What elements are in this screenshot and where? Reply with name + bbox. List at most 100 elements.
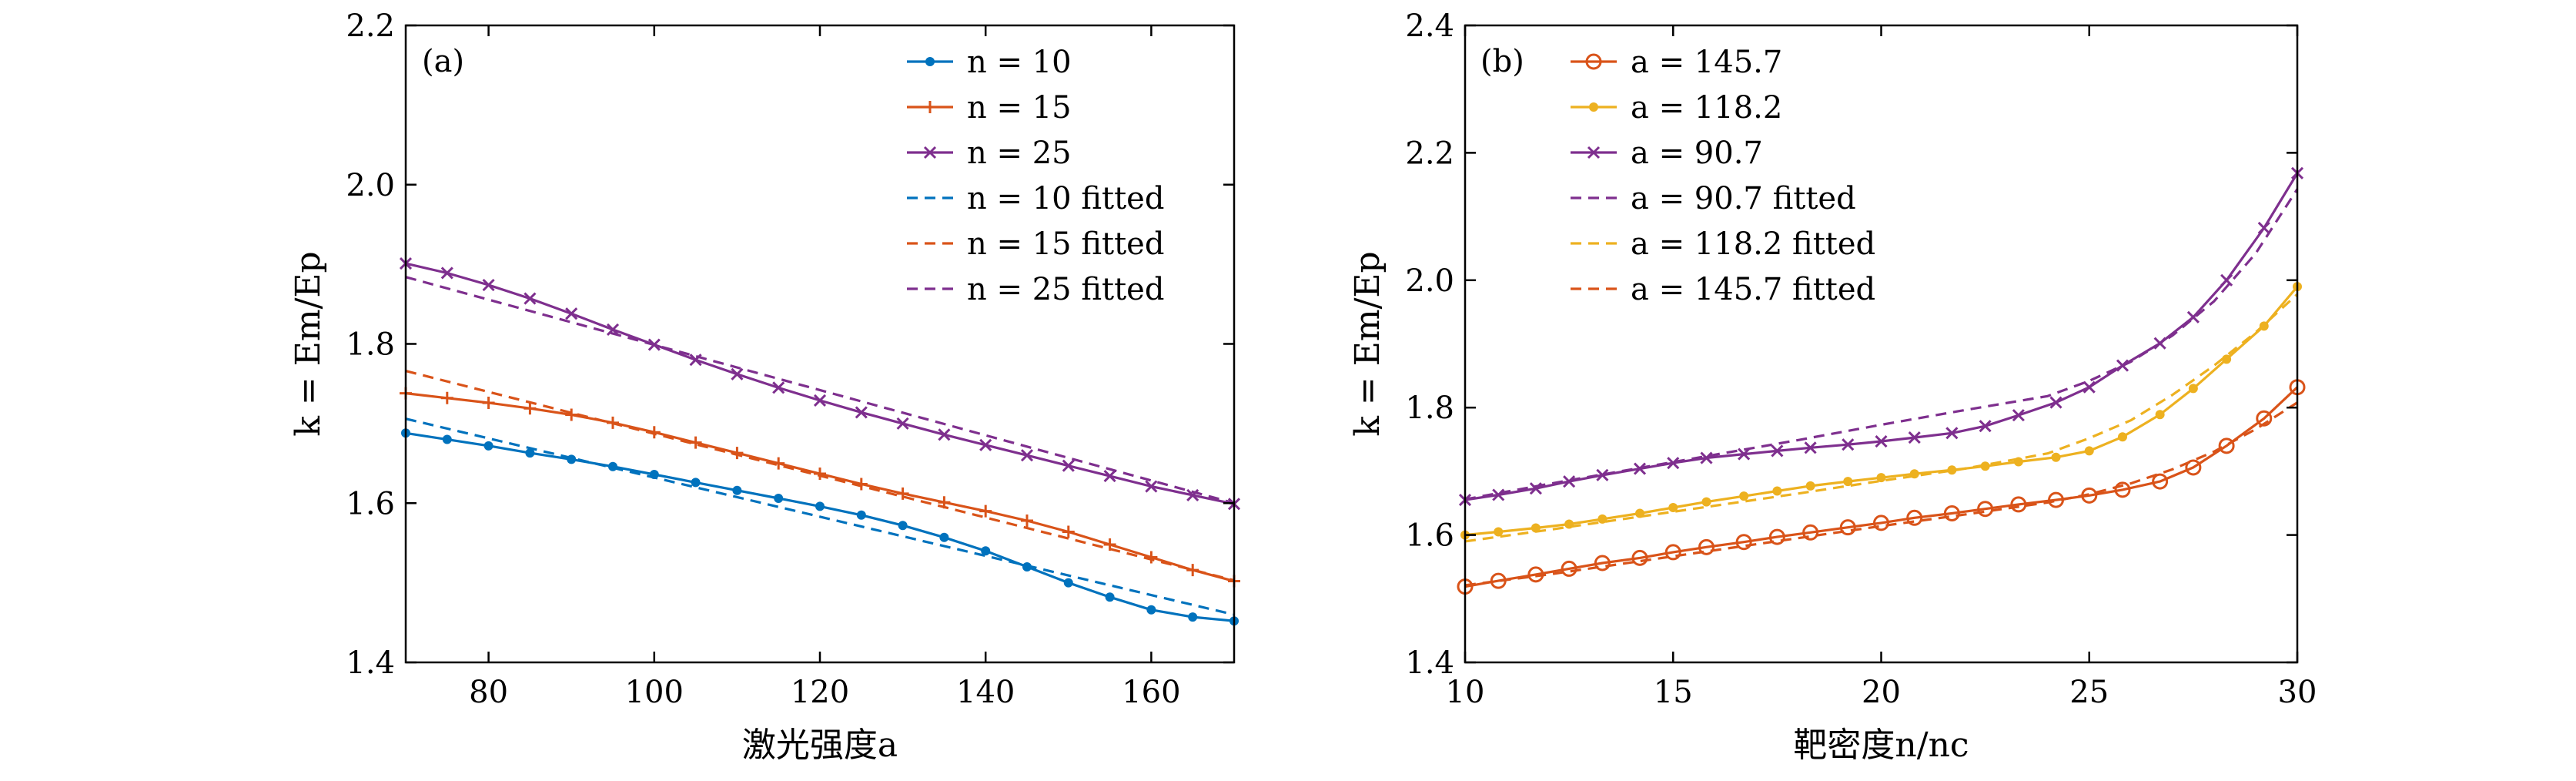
series-a-1-point	[565, 408, 578, 421]
series-a-0-point	[815, 501, 825, 511]
series-b-4-line	[1464, 293, 2299, 543]
series-b-2-point	[1842, 438, 1855, 451]
y-tick-label-a: 1.6	[346, 486, 395, 521]
legend-marker-b-0	[1585, 53, 1602, 70]
series-b-1-point	[1494, 527, 1504, 537]
x-tick-label-a: 100	[625, 675, 684, 710]
legend-label-a-2: n = 25	[967, 136, 1072, 171]
x-tick-label-a: 80	[469, 675, 508, 710]
series-b-1-line	[1464, 286, 2299, 537]
series-b-1-point	[1668, 503, 1678, 513]
series-b-0-point	[1698, 538, 1715, 555]
legend-label-b-1: a = 118.2	[1631, 90, 1782, 126]
series-a-1-point	[1021, 514, 1033, 527]
y-tick-label-b: 1.6	[1405, 518, 1454, 554]
series-b-0-line	[1464, 386, 2299, 588]
series-a-2-point	[1145, 480, 1158, 493]
series-a-2-point	[979, 438, 992, 451]
series-a-2-point	[1062, 459, 1075, 472]
series-b-2-point	[2257, 221, 2270, 235]
legend-label-a-0: n = 10	[967, 45, 1072, 80]
legend-label-a-1: n = 15	[967, 90, 1072, 126]
series-a-2-point	[606, 323, 620, 336]
series-a-5-line	[405, 276, 1235, 504]
series-b-2-point	[1979, 420, 1992, 433]
plot-frame-b	[1464, 24, 2299, 664]
legend-label-b-3: a = 90.7 fitted	[1631, 181, 1856, 216]
series-a-0-point	[856, 510, 866, 520]
x-tick-label-b: 10	[1446, 675, 1485, 710]
series-a-0-point	[525, 448, 535, 458]
series-a-1-point	[979, 504, 992, 518]
series-b-1-point	[1805, 481, 1815, 491]
series-a-2-point	[482, 278, 495, 292]
x-tick-label-b: 25	[2069, 675, 2109, 710]
series-b-1-point	[1772, 486, 1782, 496]
series-b-1-point	[1876, 473, 1886, 483]
series-a-0-point	[691, 478, 701, 488]
series-b-5-line	[1464, 401, 2298, 587]
series-b-0-point	[1977, 501, 1994, 518]
series-b-0-point	[1839, 519, 1856, 536]
series-a-2-point	[855, 406, 868, 419]
series-a-0-point	[981, 546, 991, 556]
legend-label-a-3: n = 10 fitted	[967, 181, 1164, 216]
series-b-1-point	[1947, 465, 1957, 475]
series-b-1-point	[1597, 514, 1607, 524]
series-b-2-point	[2083, 380, 2096, 394]
series-a-2-point	[731, 367, 744, 380]
series-a-2-point	[772, 381, 785, 394]
series-b-0-point	[1735, 534, 1752, 551]
series-a-1-point	[689, 436, 702, 449]
legend-a: n = 10 n = 15 n = 25 n = 10 fitted n = 15 fi…	[907, 45, 1164, 307]
legend-label-b-2: a = 90.7	[1631, 136, 1763, 171]
y-tick-label-a: 2.0	[346, 168, 395, 203]
series-a-1-line	[405, 392, 1235, 583]
legend-marker-a-1	[924, 101, 936, 113]
series-b-2-point	[2220, 273, 2233, 287]
x-tick-label-b: 20	[1862, 675, 1901, 710]
series-a-2-point	[938, 428, 951, 441]
series-b-2-point	[1492, 488, 1505, 501]
series-a-0-point	[774, 494, 784, 504]
series-b-0-point	[1631, 549, 1648, 566]
series-b-2-point	[1875, 434, 1888, 448]
legend-marker-b-2	[1587, 146, 1601, 159]
plot-frame-a	[404, 24, 1236, 664]
legend-label-b-0: a = 145.7	[1631, 45, 1782, 80]
y-axis-label-b: k = Em/Ep	[1348, 251, 1387, 436]
series-b-1-point	[2051, 452, 2061, 462]
series-b-0-point	[1768, 528, 1785, 545]
series-b-0-point	[2152, 473, 2169, 490]
legend-marker-b-1	[1589, 102, 1598, 112]
x-tick-label-a: 160	[1122, 675, 1180, 710]
series-b-0-point	[1943, 504, 1960, 521]
series-b-1-point	[2188, 384, 2198, 394]
series-b-0-point	[2010, 496, 2027, 513]
legend-label-a-5: n = 25 fitted	[967, 272, 1164, 307]
series-b-0-point	[1664, 544, 1681, 561]
series-b-1-point	[1980, 461, 1990, 471]
series-a-3-line	[405, 417, 1235, 616]
series-a-1-point	[896, 487, 909, 500]
legend-marker-a-0	[925, 57, 935, 66]
y-tick-label-b: 1.4	[1405, 645, 1454, 681]
series-b-0-point	[1802, 524, 1819, 541]
series-b-2-point	[1667, 457, 1680, 470]
series-a-0-point	[1146, 605, 1156, 615]
series-a-2-point	[813, 394, 827, 407]
legend-label-b-4: a = 118.2 fitted	[1631, 226, 1875, 262]
series-b-0-point	[1906, 509, 1923, 526]
x-tick-label-a: 120	[791, 675, 849, 710]
x-tick-label-b: 30	[2278, 675, 2317, 710]
series-b-1-point	[1739, 491, 1749, 501]
series-a-2-point	[524, 292, 537, 305]
series-a-1-point	[814, 468, 826, 481]
series-b-2-point	[2049, 396, 2062, 409]
y-tick-label-b: 2.2	[1405, 136, 1454, 171]
y-axis-label-a: k = Em/Ep	[289, 251, 328, 436]
legend-label-b-5: a = 145.7 fitted	[1631, 272, 1875, 307]
x-tick-label-a: 140	[956, 675, 1015, 710]
series-a-0-point	[898, 521, 908, 531]
